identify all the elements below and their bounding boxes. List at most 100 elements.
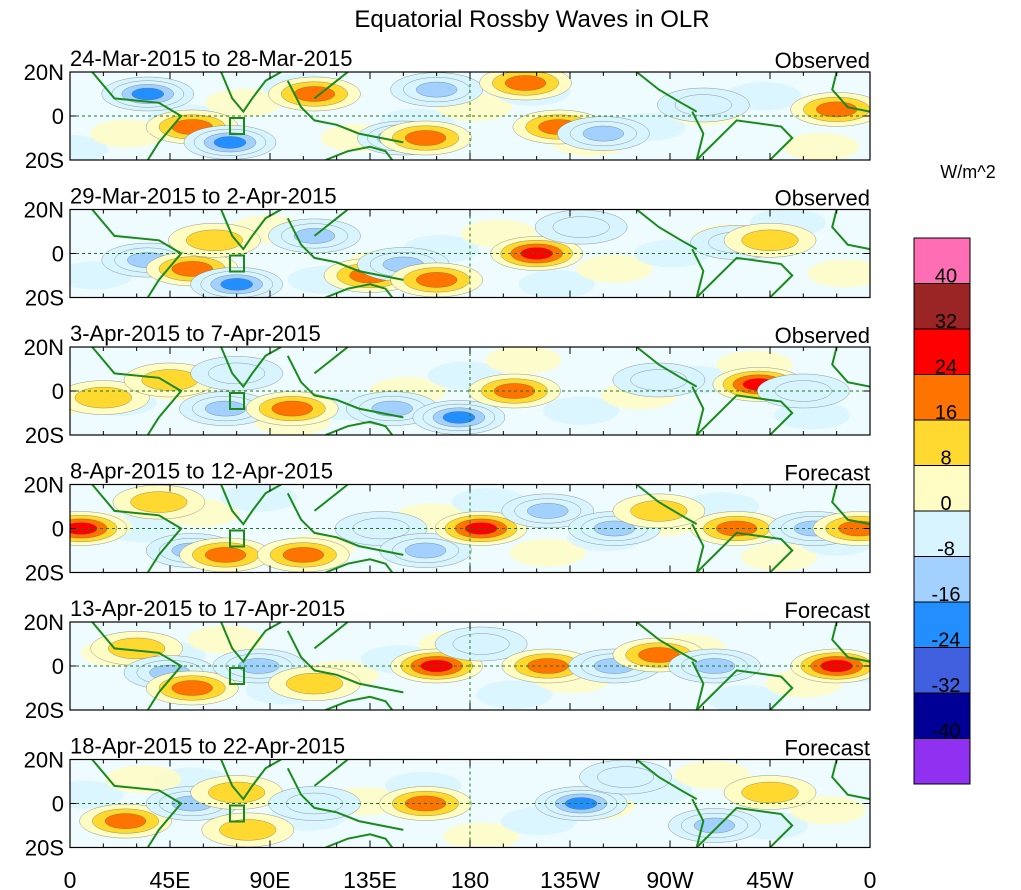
anomaly-contour	[442, 411, 476, 424]
anomaly-contour	[74, 386, 132, 409]
anomaly-contour	[416, 272, 458, 288]
y-tick-label: 20N	[24, 60, 64, 85]
anomaly-contour	[527, 503, 569, 519]
coastline	[91, 347, 183, 435]
anomaly-contour	[204, 400, 247, 417]
panel-5: 20N 0 20S 13-Apr-2015 to 17-Apr-2015 Forecas…	[24, 596, 871, 723]
panel-status: Forecast	[784, 461, 870, 486]
coastline	[220, 622, 282, 664]
anomaly-contour	[582, 125, 624, 142]
anomaly-contour	[185, 229, 243, 251]
coastlines	[91, 484, 870, 573]
panel-period: 29-Mar-2015 to 2-Apr-2015	[70, 184, 337, 209]
coastline	[831, 209, 870, 251]
panel-status: Forecast	[784, 736, 870, 761]
colorbar-units: W/m^2	[940, 162, 995, 182]
background-band	[187, 625, 264, 654]
anomaly-contour	[131, 87, 164, 101]
anomaly-contour	[213, 136, 247, 149]
colorbar-label: 8	[940, 448, 951, 470]
anomaly-contour	[293, 86, 336, 102]
coastline	[220, 72, 282, 114]
coastline	[286, 630, 404, 694]
coastline	[636, 347, 698, 388]
coastline	[286, 80, 404, 144]
anomaly-contour	[141, 369, 199, 391]
x-tick-label: 45W	[746, 867, 794, 890]
colorbar-label: 24	[935, 357, 957, 379]
colorbar-label: -8	[937, 539, 955, 561]
anomaly-contour	[282, 547, 324, 563]
background-band	[807, 259, 870, 288]
colorbar-swatch	[913, 510, 971, 557]
anomaly-contour	[219, 819, 277, 841]
anomaly-contour	[130, 491, 188, 513]
coastline	[313, 484, 349, 512]
coastline	[691, 523, 794, 573]
panel-status: Observed	[775, 323, 870, 348]
panel-period: 8-Apr-2015 to 12-Apr-2015	[70, 459, 333, 484]
region-box	[229, 254, 245, 273]
coastline	[220, 347, 282, 389]
colorbar-label: 0	[940, 493, 951, 515]
y-tick-label: 20S	[25, 561, 64, 586]
anomaly-contour	[630, 369, 688, 391]
y-tick-label: 0	[52, 242, 64, 267]
anomaly-contour	[741, 781, 799, 804]
x-tick-label: 135E	[343, 867, 397, 890]
background-band	[518, 270, 595, 298]
y-tick-label: 20N	[24, 335, 64, 360]
coastline	[691, 386, 794, 435]
coastline	[313, 209, 349, 237]
background-band	[543, 396, 620, 425]
anomaly-contour	[416, 81, 458, 98]
colorbar-label: 32	[935, 311, 957, 333]
region-box	[229, 392, 245, 410]
region-box	[229, 667, 245, 685]
x-tick-label: 45E	[150, 867, 191, 890]
anomaly-contour	[693, 817, 736, 834]
anomaly-contour	[452, 633, 510, 655]
colorbar-label: -24	[932, 630, 961, 652]
coastline	[325, 695, 394, 710]
colorbar-swatch	[913, 374, 971, 421]
y-tick-label: 20S	[25, 836, 64, 861]
coastline	[91, 622, 183, 710]
y-tick-label: 20S	[25, 423, 64, 448]
x-tick-label: 0	[864, 867, 877, 890]
anomaly-contour	[204, 547, 247, 563]
coastline	[313, 759, 349, 787]
coastline	[91, 759, 183, 848]
colorbar-label: -40	[932, 721, 961, 743]
panels-group: 20N 0 20S 24-Mar-2015 to 28-Mar-2015 Observe…	[24, 46, 871, 861]
anomaly-contour	[404, 130, 447, 146]
x-tick-label: 90E	[250, 867, 291, 890]
coastline	[286, 767, 404, 831]
coastline	[313, 72, 349, 100]
coastline	[636, 484, 698, 525]
panel-4: 20N 0 20S 8-Apr-2015 to 12-Apr-2015 Forecast	[24, 459, 871, 586]
anomaly-contour	[271, 400, 313, 417]
background-band	[443, 822, 520, 848]
coastline	[325, 145, 394, 160]
coastline	[91, 209, 183, 298]
coastlines	[91, 209, 870, 298]
coastline	[636, 72, 698, 113]
colorbar-swatch	[913, 647, 971, 694]
panel-status: Observed	[775, 186, 870, 211]
anomaly-contour	[597, 766, 655, 788]
coastline	[313, 347, 349, 375]
background-band	[707, 685, 784, 710]
coastline	[325, 283, 394, 298]
x-tick-label: 180	[451, 867, 489, 890]
anomaly-field	[80, 625, 870, 710]
panel-period: 24-Mar-2015 to 28-Mar-2015	[70, 46, 352, 71]
coastlines	[91, 622, 870, 710]
anomaly-contour	[104, 813, 147, 829]
anomaly-field	[70, 72, 870, 160]
anomaly-contour	[674, 94, 732, 116]
coastline	[220, 484, 282, 526]
anomaly-contour	[820, 659, 853, 673]
panel-period: 3-Apr-2015 to 7-Apr-2015	[70, 321, 321, 346]
